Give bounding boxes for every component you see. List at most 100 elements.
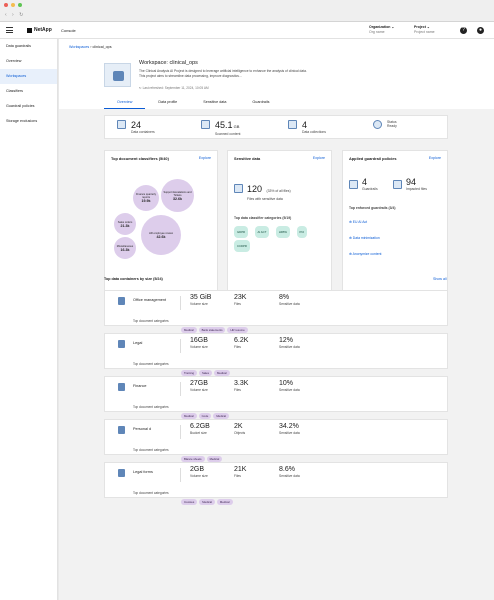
- metric-label: Volume size: [190, 302, 208, 306]
- explore-link[interactable]: Explore: [428, 156, 441, 160]
- tab-bar: Overview Data profile Sensitive data Gua…: [104, 99, 282, 109]
- metric-value: 34.2%: [279, 423, 299, 430]
- sidebar-item-data-guardrails[interactable]: Data guardrails: [6, 44, 32, 48]
- show-all-link[interactable]: Show all: [433, 277, 447, 281]
- category-pill[interactable]: GDPR: [234, 226, 249, 238]
- sidebar-item-overview[interactable]: Overview: [6, 59, 22, 63]
- maximize-window-icon[interactable]: [18, 3, 22, 7]
- workspace-description: The Clinical Analysis AI Project is desi…: [139, 69, 307, 78]
- sidebar-item-storage-exclusions[interactable]: Storage exclusions: [6, 119, 38, 123]
- category-pill[interactable]: Code: [198, 413, 212, 419]
- divider: [180, 339, 181, 353]
- project-label: Project: [414, 25, 426, 29]
- organization-selector[interactable]: Organization ⌄ Org name: [369, 25, 395, 34]
- category-pill[interactable]: Sales: [199, 370, 213, 376]
- sidebar-item-workspaces[interactable]: Workspaces: [0, 69, 57, 84]
- stats-card: 24 Data containers 45.1 GB Scanned content…: [104, 115, 448, 139]
- bubble-sales[interactable]: Sales orders 21.3k: [114, 213, 136, 235]
- document-icon: [393, 180, 402, 189]
- category-pill[interactable]: CCDPR: [234, 240, 250, 252]
- sensitive-metric: 8.6% Sensitive data: [279, 466, 300, 478]
- divider: [180, 382, 181, 396]
- browser-nav-icons[interactable]: ‹ › ↻: [5, 12, 26, 18]
- table-row[interactable]: Personal d 6.2GB Bucket size 2K Objects 34…: [104, 419, 448, 462]
- category-pill[interactable]: Medical: [181, 327, 197, 333]
- sidebar-item-classifiers[interactable]: Classifiers: [6, 89, 24, 93]
- table-row[interactable]: Legal forms 2GB Volume size 21K Files 8.6%…: [104, 462, 448, 505]
- card-title: Sensitive data: [234, 156, 261, 161]
- category-pills: GDPR AI ACT HIPPA PCI CCDPR: [234, 224, 329, 252]
- files-metric: 2K Objects: [234, 423, 245, 435]
- minimize-window-icon[interactable]: [11, 3, 15, 7]
- sensitive-count: 120: [247, 184, 263, 194]
- metric-label: Files: [234, 302, 241, 306]
- enforced-title: Top enforced guardrails (3/4): [349, 206, 396, 210]
- category-pill[interactable]: Medical: [199, 499, 215, 505]
- bubble-hr[interactable]: HR employee review 42.6k: [141, 215, 181, 255]
- table-row[interactable]: Legal 16GB Volume size 6.2K Files 12% Sensi…: [104, 333, 448, 376]
- tab-data-profile[interactable]: Data profile: [158, 100, 178, 104]
- bubble-value: 32.6k: [173, 196, 182, 201]
- category-pill[interactable]: Medical: [214, 370, 230, 376]
- stat-status-value: Ready: [387, 124, 397, 128]
- guardrail-name: Anonymize content: [352, 252, 382, 256]
- category-pill[interactable]: Medical: [213, 413, 229, 419]
- category-pill[interactable]: AI ACT: [254, 226, 270, 238]
- breadcrumb-workspaces[interactable]: Workspaces: [69, 45, 90, 49]
- guardrail-link[interactable]: ⊕ Data minimization: [349, 236, 380, 240]
- project-selector[interactable]: Project ⌄ Project name: [414, 25, 435, 34]
- category-pill[interactable]: HIPPA: [275, 226, 291, 238]
- help-icon[interactable]: ?: [460, 27, 467, 34]
- container-name[interactable]: Legal forms: [133, 470, 153, 474]
- divider: [180, 425, 181, 439]
- classifiers-card: Top document classifiers (5/40) Explore …: [104, 150, 218, 306]
- shield-icon: [349, 180, 358, 189]
- tab-overview[interactable]: Overview: [104, 99, 146, 109]
- metric-label: Files: [234, 388, 241, 392]
- category-pill[interactable]: Training: [181, 370, 198, 376]
- category-pill[interactable]: Medical: [216, 499, 233, 505]
- bubble-value: 42.6k: [156, 234, 166, 239]
- size-metric: 35 GiB Volume size: [190, 294, 211, 306]
- category-pill[interactable]: Blance sheets: [181, 456, 205, 462]
- user-icon[interactable]: ●: [477, 27, 484, 34]
- files-metric: 6.2K Files: [234, 337, 248, 349]
- sidebar-item-guardrail-policies[interactable]: Guardrail policies: [6, 104, 35, 108]
- table-row[interactable]: Office management 35 GiB Volume size 23K F…: [104, 290, 448, 333]
- card-title: Applied guardrail policies: [349, 156, 397, 161]
- table-row[interactable]: Finance 27GB Volume size 3.3K Files 10% Sen…: [104, 376, 448, 419]
- menu-icon[interactable]: [6, 27, 13, 33]
- explore-link[interactable]: Explore: [198, 156, 211, 160]
- explore-link[interactable]: Explore: [312, 156, 325, 160]
- category-pill[interactable]: Medical: [181, 413, 197, 419]
- bubble-label: Miscellaneous: [116, 244, 134, 248]
- categories-label: Top document categories: [133, 319, 169, 323]
- container-icon: [118, 297, 125, 305]
- bubble-support[interactable]: Support Escalations and Tickets 32.6k: [161, 179, 194, 212]
- categories-label: Top document categories: [133, 491, 169, 495]
- container-name[interactable]: Legal: [133, 341, 143, 345]
- bubble-finance[interactable]: Finance quarterly reports 19.9k: [133, 185, 159, 211]
- category-pill[interactable]: Medical: [206, 456, 223, 462]
- close-window-icon[interactable]: [4, 3, 8, 7]
- netapp-logo: NetApp: [27, 27, 52, 33]
- tab-guardrails[interactable]: Guardrails: [252, 100, 270, 104]
- tab-sensitive-data[interactable]: Sensitive data: [203, 100, 227, 104]
- bubble-misc[interactable]: Miscellaneous 16.3k: [114, 237, 136, 259]
- files-metric: 21K Files: [234, 466, 246, 478]
- container-name[interactable]: Office management: [133, 298, 167, 302]
- category-pill[interactable]: HR resume: [227, 327, 248, 333]
- category-pill[interactable]: PCI: [296, 226, 308, 238]
- container-name[interactable]: Personal d: [133, 427, 152, 431]
- guardrail-link[interactable]: ⊕ Anonymize content: [349, 252, 382, 256]
- metric-value: 3.3K: [234, 380, 249, 387]
- metric-value: 8%: [279, 294, 290, 301]
- guardrail-link[interactable]: ⊕ EU AI Act: [349, 220, 368, 224]
- refresh-text: Last refreshed: September 11, 2024, 10:0…: [142, 86, 209, 90]
- category-pill[interactable]: Invoices: [181, 499, 198, 505]
- sensitive-pct: (33% of all files): [266, 189, 291, 193]
- container-name[interactable]: Finance: [133, 384, 147, 388]
- card-title: Top document classifiers (5/40): [111, 156, 169, 161]
- category-pill[interactable]: Bank statements: [198, 327, 226, 333]
- stat-label: Scanned content: [215, 132, 241, 136]
